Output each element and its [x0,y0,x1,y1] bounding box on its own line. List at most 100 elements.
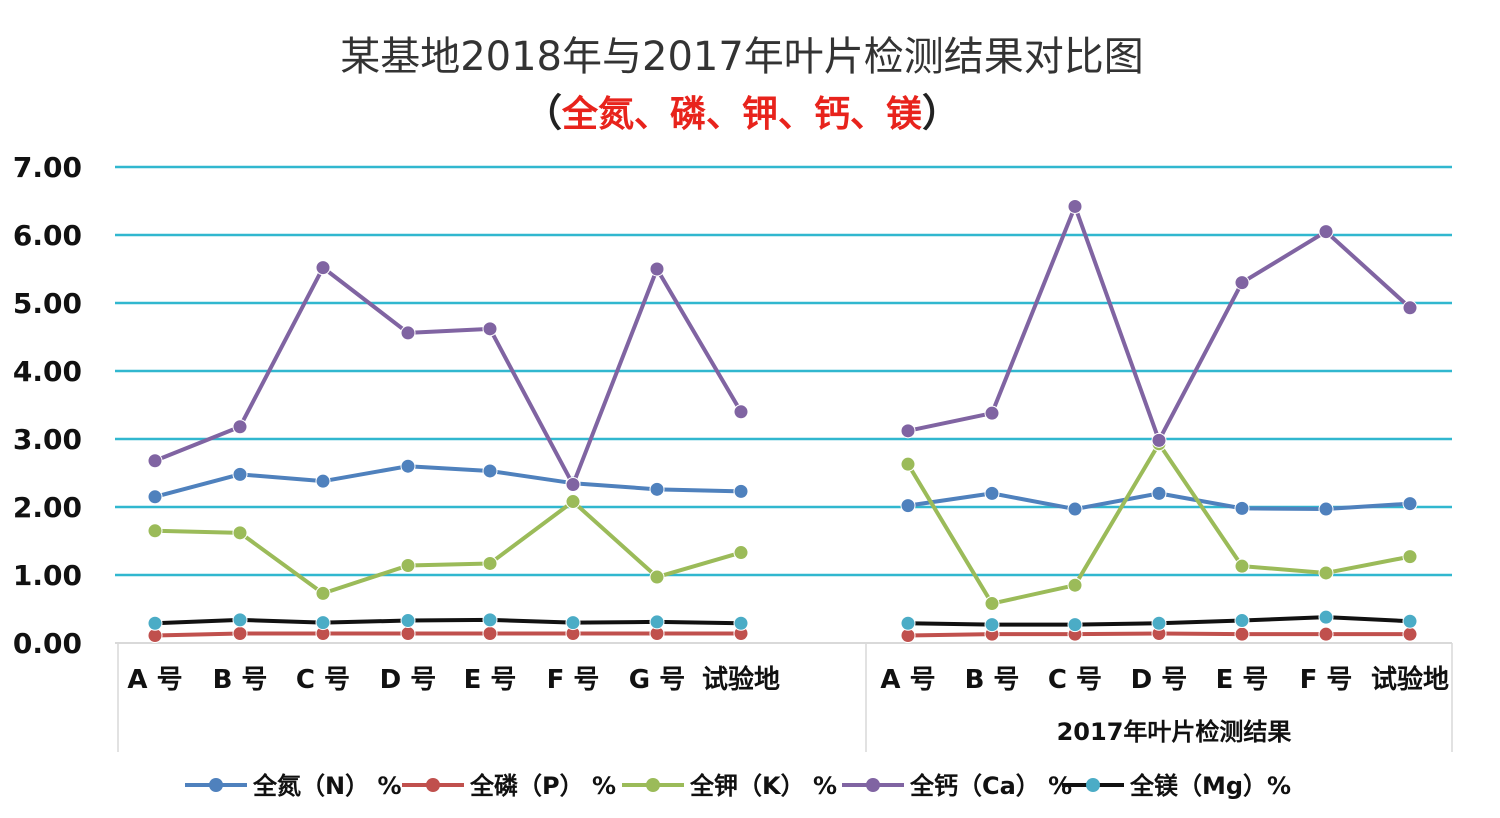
series-5 [147,609,1418,633]
x-tick-label: C 号 [1048,665,1102,695]
series-line [906,441,1412,606]
legend-item: 全钙（Ca） % [842,772,1072,800]
data-point [315,260,331,276]
data-point [1318,501,1334,517]
data-point [147,615,163,631]
data-point [900,456,916,472]
data-point [1318,565,1334,581]
legend-marker [646,778,660,792]
data-point [733,545,749,561]
x-tick-label: E 号 [464,665,517,695]
data-point [649,481,665,497]
data-point [733,404,749,420]
data-point [984,485,1000,501]
data-point [1402,496,1418,512]
x-tick-label: F 号 [1300,665,1353,695]
data-point [984,617,1000,633]
y-tick-label: 6.00 [13,219,82,252]
data-point [733,483,749,499]
data-point [900,498,916,514]
legend-item: 全钾（K） % [622,772,837,800]
chart-title: 某基地2018年与2017年叶片检测结果对比图 [340,34,1144,80]
data-point [565,477,581,493]
data-point [1234,275,1250,291]
legend-item: 全氮（N） % [185,772,402,800]
legend-label: 全镁（Mg）% [1129,772,1291,800]
data-point [733,615,749,631]
data-point [984,596,1000,612]
y-tick-label: 5.00 [13,287,82,320]
data-point [482,555,498,571]
x-tick-label: A 号 [880,665,935,695]
data-point [1402,549,1418,565]
legend-marker [1086,778,1100,792]
data-point [1234,626,1250,642]
legend-label: 全磷（P） % [469,772,616,800]
data-point [232,625,248,641]
x-tick-label: 试验地 [702,664,780,695]
data-point [232,419,248,435]
data-point [1067,577,1083,593]
chart-subtitle: （全氮、磷、钾、钙、镁） [524,91,960,135]
subtitle-close-paren: ） [922,91,960,135]
data-point [147,489,163,505]
series-line [153,617,743,626]
data-point [147,523,163,539]
legend-label: 全钾（K） % [689,772,837,800]
series-1 [147,458,1418,517]
data-point [400,325,416,341]
legend-item: 全镁（Mg）% [1062,772,1291,800]
group-label: 2017年叶片检测结果 [1057,718,1292,746]
data-point [482,625,498,641]
x-tick-label: A 号 [127,665,182,695]
data-point [984,405,1000,421]
data-point [649,614,665,630]
data-point [1067,501,1083,517]
data-point [482,321,498,337]
data-point [1318,224,1334,240]
x-tick-label: C 号 [296,665,350,695]
data-point [1151,432,1167,448]
legend-label: 全氮（N） % [252,772,402,800]
data-point [400,613,416,629]
series-2 [147,625,1418,644]
series-line [906,204,1412,443]
data-point [1234,500,1250,516]
x-tick-label: B 号 [213,665,268,695]
y-tick-label: 7.00 [13,151,82,184]
data-point [482,612,498,628]
series-line [153,265,743,487]
data-point [1151,615,1167,631]
data-point [400,557,416,573]
data-point [649,569,665,585]
legend-marker [426,778,440,792]
data-point [232,612,248,628]
data-point [1234,558,1250,574]
data-point [315,615,331,631]
legend: 全氮（N） % 全磷（P） % 全钾（K） % 全钙（Ca） % 全镁（Mg）% [185,772,1291,800]
x-tick-label: D 号 [380,665,437,695]
legend-item: 全磷（P） % [402,772,616,800]
data-point [315,473,331,489]
series-4 [147,198,1418,493]
data-point [232,525,248,541]
series-line [153,631,743,638]
x-tick-label: D 号 [1131,665,1188,695]
x-tick-label: E 号 [1216,665,1269,695]
data-point [1067,617,1083,633]
y-tick-label: 0.00 [13,627,82,660]
data-point [1402,626,1418,642]
legend-marker [866,778,880,792]
data-point [147,453,163,469]
gridlines [115,165,1452,577]
data-point [565,494,581,510]
data-point [482,463,498,479]
series-3 [147,436,1418,612]
y-tick-label: 3.00 [13,423,82,456]
data-point [232,466,248,482]
y-tick-label: 1.00 [13,559,82,592]
data-point [1234,613,1250,629]
subtitle-open-paren: （ [524,91,562,135]
